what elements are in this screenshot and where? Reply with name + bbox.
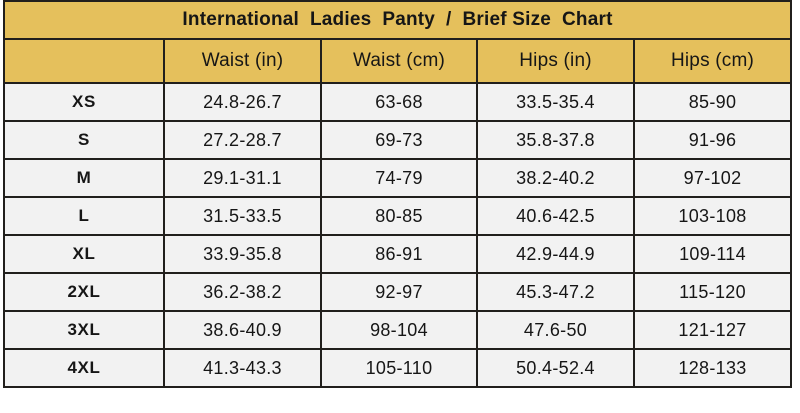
table-cell: 105-110 <box>320 348 478 388</box>
table-row: 3XL 38.6-40.9 98-104 47.6-50 121-127 <box>3 310 793 350</box>
table-cell: 50.4-52.4 <box>476 348 635 388</box>
table-cell: 35.8-37.8 <box>476 120 635 160</box>
table-row: M 29.1-31.1 74-79 38.2-40.2 97-102 <box>3 158 793 198</box>
table-body: XS 24.8-26.7 63-68 33.5-35.4 85-90 S 27.2-28.7… <box>3 82 793 388</box>
size-label: 4XL <box>3 348 165 388</box>
table-cell: 85-90 <box>632 82 793 122</box>
table-cell: 109-114 <box>632 234 793 274</box>
table-row: XS 24.8-26.7 63-68 33.5-35.4 85-90 <box>3 82 793 122</box>
table-cell: 103-108 <box>632 196 793 236</box>
table-cell: 31.5-33.5 <box>163 196 322 236</box>
table-row: 4XL 41.3-43.3 105-110 50.4-52.4 128-133 <box>3 348 793 388</box>
table-cell: 80-85 <box>320 196 478 236</box>
size-label: M <box>3 158 165 198</box>
table-cell: 42.9-44.9 <box>476 234 635 274</box>
size-label: XS <box>3 82 165 122</box>
table-row: XL 33.9-35.8 86-91 42.9-44.9 109-114 <box>3 234 793 274</box>
table-cell: 36.2-38.2 <box>163 272 322 312</box>
table-cell: 92-97 <box>320 272 478 312</box>
table-cell: 24.8-26.7 <box>163 82 322 122</box>
table-cell: 69-73 <box>320 120 478 160</box>
column-header-hips-in: Hips (in) <box>476 38 635 84</box>
table-row: 2XL 36.2-38.2 92-97 45.3-47.2 115-120 <box>3 272 793 312</box>
table-cell: 98-104 <box>320 310 478 350</box>
table-cell: 33.9-35.8 <box>163 234 322 274</box>
column-header-size <box>3 38 165 84</box>
size-label: 3XL <box>3 310 165 350</box>
size-label: L <box>3 196 165 236</box>
column-header-waist-cm: Waist (cm) <box>320 38 478 84</box>
table-cell: 63-68 <box>320 82 478 122</box>
table-cell: 41.3-43.3 <box>163 348 322 388</box>
title-row: International Ladies Panty / Brief Size … <box>2 0 793 40</box>
table-cell: 38.6-40.9 <box>163 310 322 350</box>
column-header-waist-in: Waist (in) <box>163 38 322 84</box>
size-chart-table: International Ladies Panty / Brief Size … <box>2 0 793 388</box>
table-cell: 86-91 <box>320 234 478 274</box>
table-cell: 91-96 <box>632 120 793 160</box>
table-cell: 121-127 <box>632 310 793 350</box>
table-cell: 40.6-42.5 <box>476 196 635 236</box>
table-cell: 47.6-50 <box>476 310 635 350</box>
table-cell: 115-120 <box>632 272 793 312</box>
table-row: L 31.5-33.5 80-85 40.6-42.5 103-108 <box>3 196 793 236</box>
column-header-hips-cm: Hips (cm) <box>632 38 793 84</box>
size-label: XL <box>3 234 165 274</box>
table-cell: 29.1-31.1 <box>163 158 322 198</box>
size-label: S <box>3 120 165 160</box>
table-cell: 45.3-47.2 <box>476 272 635 312</box>
table-cell: 38.2-40.2 <box>476 158 635 198</box>
chart-title: International Ladies Panty / Brief Size … <box>2 0 793 40</box>
table-cell: 128-133 <box>632 348 793 388</box>
table-cell: 33.5-35.4 <box>476 82 635 122</box>
table-cell: 97-102 <box>632 158 793 198</box>
table-cell: 74-79 <box>320 158 478 198</box>
table-row: S 27.2-28.7 69-73 35.8-37.8 91-96 <box>3 120 793 160</box>
size-label: 2XL <box>3 272 165 312</box>
header-row: Waist (in) Waist (cm) Hips (in) Hips (cm… <box>3 38 793 84</box>
table-cell: 27.2-28.7 <box>163 120 322 160</box>
